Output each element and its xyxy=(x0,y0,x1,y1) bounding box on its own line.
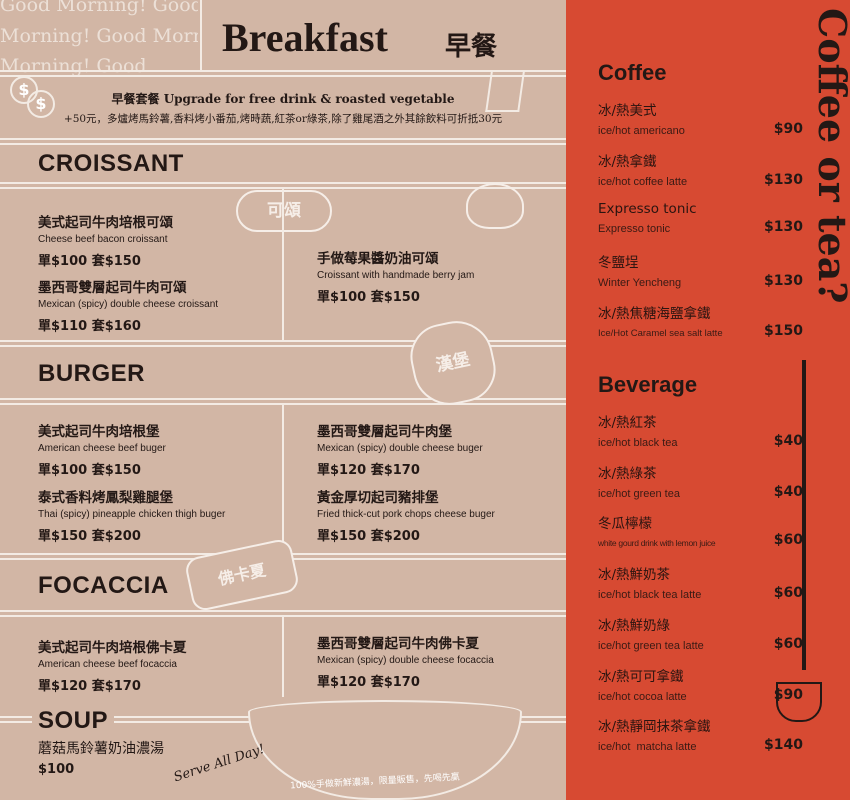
upgrade-title-en: Upgrade for free drink & roasted vegetab… xyxy=(163,92,455,106)
coffee-cup-icon xyxy=(776,682,822,722)
dollar-coin-icon: $ xyxy=(27,90,55,118)
menu-item: 手做莓果醬奶油可頌 Croissant with handmade berry j… xyxy=(317,251,475,305)
section-croissant: CROISSANT xyxy=(38,150,184,177)
menu-item: 美式起司牛肉培根佛卡夏 American cheese beef focaccia… xyxy=(38,640,187,694)
menu-item: 墨西哥雙層起司牛肉堡 Mexican (spicy) double cheese … xyxy=(317,424,483,478)
upgrade-title: 早餐套餐 Upgrade for free drink & roasted ve… xyxy=(0,90,566,107)
drink-item: 冬鹽埕 Winter Yencheng $130 xyxy=(598,255,803,289)
drink-item: 冰/熱可可拿鐵 ice/hot cocoa latte $90 xyxy=(598,669,803,703)
menu-item: 美式起司牛肉培根堡 American cheese beef buger 單$100… xyxy=(38,424,166,478)
drink-item: Expresso tonic Expresso tonic $130 xyxy=(598,201,803,235)
drink-item: 冰/熱綠茶 ice/hot green tea $40 xyxy=(598,466,803,500)
coffee-pour-icon xyxy=(802,360,806,670)
section-focaccia: FOCACCIA xyxy=(38,572,169,599)
drink-item: 冰/熱鮮奶綠 ice/hot green tea latte $60 xyxy=(598,618,803,652)
croissant-icon xyxy=(466,183,524,229)
croissant-badge: 可頌 xyxy=(236,190,332,232)
side-title: Coffee or tea? xyxy=(810,8,850,304)
section-burger: BURGER xyxy=(38,360,146,387)
title-box xyxy=(200,0,566,72)
menu-item: 墨西哥雙層起司牛肉可頌 Mexican (spicy) double cheese… xyxy=(38,280,219,334)
drinks-panel: Coffee or tea? Coffee 冰/熱美式 ice/hot ameri… xyxy=(566,0,850,800)
focaccia-badge: 佛卡夏 xyxy=(183,537,301,613)
drink-item: 冰/熱美式 ice/hot americano $90 xyxy=(598,103,803,137)
breakfast-panel: Good Morning! Good Morning! Good Morni M… xyxy=(0,0,566,800)
drink-item: 冰/熱鮮奶茶 ice/hot black tea latte $60 xyxy=(598,567,803,601)
drink-item: 冬瓜檸檬 white gourd drink with lemon juice $6… xyxy=(598,516,803,548)
menu-item-name: 蘑菇馬鈴薯奶油濃湯 xyxy=(38,741,164,757)
menu-item-price: $100 xyxy=(38,762,75,777)
menu-item: 泰式香料烤鳳梨雞腿堡 Thai (spicy) pineapple chicken… xyxy=(38,490,226,544)
menu-item: 黃金厚切起司豬排堡 Fried thick-cut pork chops chee… xyxy=(317,490,495,544)
drink-item: 冰/熱紅茶 ice/hot black tea $40 xyxy=(598,415,803,449)
drink-item: 冰/熱靜岡抹茶拿鐵 ice/hot matcha latte $140 xyxy=(598,719,803,753)
beverage-heading: Beverage xyxy=(598,372,698,397)
upgrade-detail: +50元，多爐烤馬鈴薯,香料烤小番茄,烤時蔬,紅茶or綠茶,除了雞尾酒之外其餘飲… xyxy=(63,113,503,125)
drink-item: 冰/熱焦糖海鹽拿鐵 Ice/Hot Caramel sea salt latte $… xyxy=(598,306,803,339)
upgrade-title-zh: 早餐套餐 xyxy=(111,92,160,106)
page-title-zh: 早餐 xyxy=(445,32,498,62)
greeting-text: Morning! Good Morni xyxy=(0,25,198,47)
greeting-text: Good Morning! Good xyxy=(0,0,198,16)
menu-item: 美式起司牛肉培根可頌 Cheese beef bacon croissant 單$1… xyxy=(38,215,173,269)
section-soup: SOUP xyxy=(32,707,115,735)
coffee-heading: Coffee xyxy=(598,60,667,85)
drink-item: 冰/熱拿鐵 ice/hot coffee latte $130 xyxy=(598,154,803,188)
menu-item: 墨西哥雙層起司牛肉佛卡夏 Mexican (spicy) double chees… xyxy=(317,636,494,690)
serve-all-day-note: Serve All Day! xyxy=(171,741,267,786)
page-title: Breakfast xyxy=(222,15,388,60)
